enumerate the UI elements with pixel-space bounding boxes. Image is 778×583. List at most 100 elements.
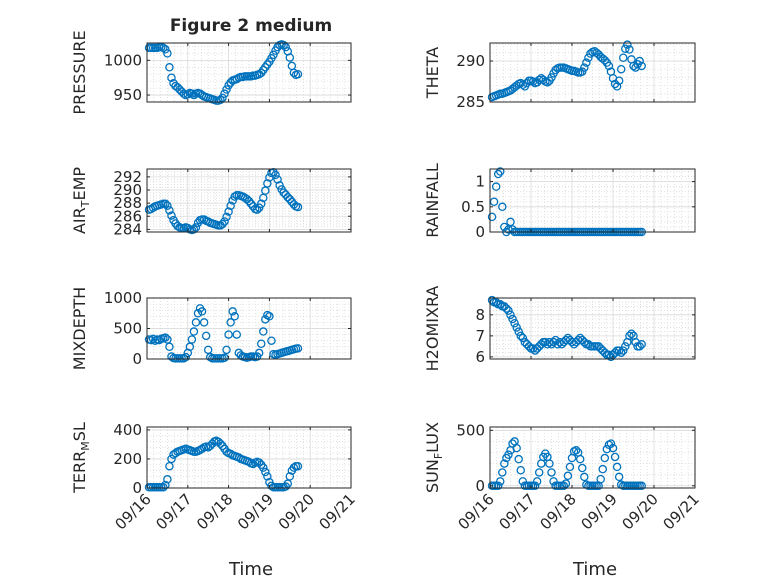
data-point [161,199,170,209]
data-point [514,454,523,464]
data-point [582,58,591,67]
data-point [181,352,191,362]
data-point [191,318,201,327]
data-point [271,170,280,180]
y-tick-label: 7 [475,327,485,345]
data-point [612,82,622,91]
data-point [506,217,515,227]
y-tick-label: 0 [475,477,485,495]
x-tick-label: 09/20 [275,490,318,533]
data-point [293,202,303,212]
data-point [293,344,303,353]
data-point [551,335,560,345]
data-point [600,453,610,463]
data-point [637,481,646,491]
data-point [248,459,258,469]
y-tick-label: 286 [113,207,142,225]
data-point [259,327,268,336]
data-point [165,461,174,471]
data-point [263,179,272,188]
data-point [584,53,593,63]
data-point [256,199,266,209]
data-point [539,75,548,85]
data-point [167,73,176,82]
data-point [625,331,634,341]
data-point [600,55,610,65]
data-point [201,331,211,341]
data-point [571,446,581,455]
data-point [228,307,237,316]
data-point [289,68,299,78]
data-point [189,327,199,336]
data-point [627,329,636,339]
data-point [575,333,585,343]
y-axis-label: RAINFALL [423,163,442,238]
y-axis-label: TERRMSL [70,422,92,494]
data-point [504,306,513,315]
data-point [549,337,558,347]
data-point [563,471,573,481]
data-point [167,211,176,220]
data-point [491,182,501,191]
data-point [179,89,188,98]
data-point [493,481,503,491]
data-point [293,69,303,79]
axes-box [146,42,352,103]
data-point [498,202,507,212]
data-point [616,64,626,74]
data-point [578,463,587,473]
data-point [491,297,501,307]
data-point [606,439,616,448]
data-point [637,340,646,349]
data-point [267,481,276,491]
data-point [614,472,624,482]
data-point [230,312,239,321]
data-point [165,206,174,215]
x-tick-label: 09/18 [193,490,236,533]
data-point [267,336,276,345]
x-axis-label-right: Time [572,559,617,580]
data-point [161,333,170,342]
data-point [512,443,521,453]
y-tick-label: 500 [456,421,485,439]
subplot-mixdepth: 0 500 1000 MIXDEPTH [70,287,352,370]
data-point [224,330,233,339]
data-point [285,53,295,62]
data-point [561,479,571,488]
data-point [565,462,575,472]
y-tick-label: 200 [113,450,142,468]
data-point [532,477,542,486]
data-point [602,444,612,454]
data-point [244,457,254,467]
data-point [256,339,266,348]
data-point [189,90,199,100]
data-point [222,212,231,222]
x-tick-label: 09/21 [316,490,359,533]
x-tick-label: 09/19 [578,490,621,533]
data-point [254,458,264,467]
y-axis-label: SUNFLUX [423,422,445,493]
subplot-h2omixra: 6 7 8 H2OMIXRA [423,286,696,371]
data-point [586,49,595,58]
data-point [187,335,197,344]
data-point [222,85,231,94]
data-point [199,318,209,327]
x-tick-label: 09/17 [152,490,195,533]
data-point [616,348,626,357]
data-point [259,463,268,472]
data-point [159,483,168,492]
data-point [516,466,526,475]
data-point [534,75,544,85]
y-tick-label: 1000 [104,289,142,307]
data-point [224,207,233,216]
y-tick-label: 8 [475,306,485,324]
data-point [506,310,515,320]
y-tick-label: 285 [456,93,485,111]
subplot-theta: 285 290 THETA [423,40,696,111]
x-tick-label: 09/20 [619,490,662,533]
y-tick-label: 0 [132,479,142,497]
axes-box [146,426,352,489]
data-point [522,78,532,88]
y-axis-label: THETA [423,47,442,99]
